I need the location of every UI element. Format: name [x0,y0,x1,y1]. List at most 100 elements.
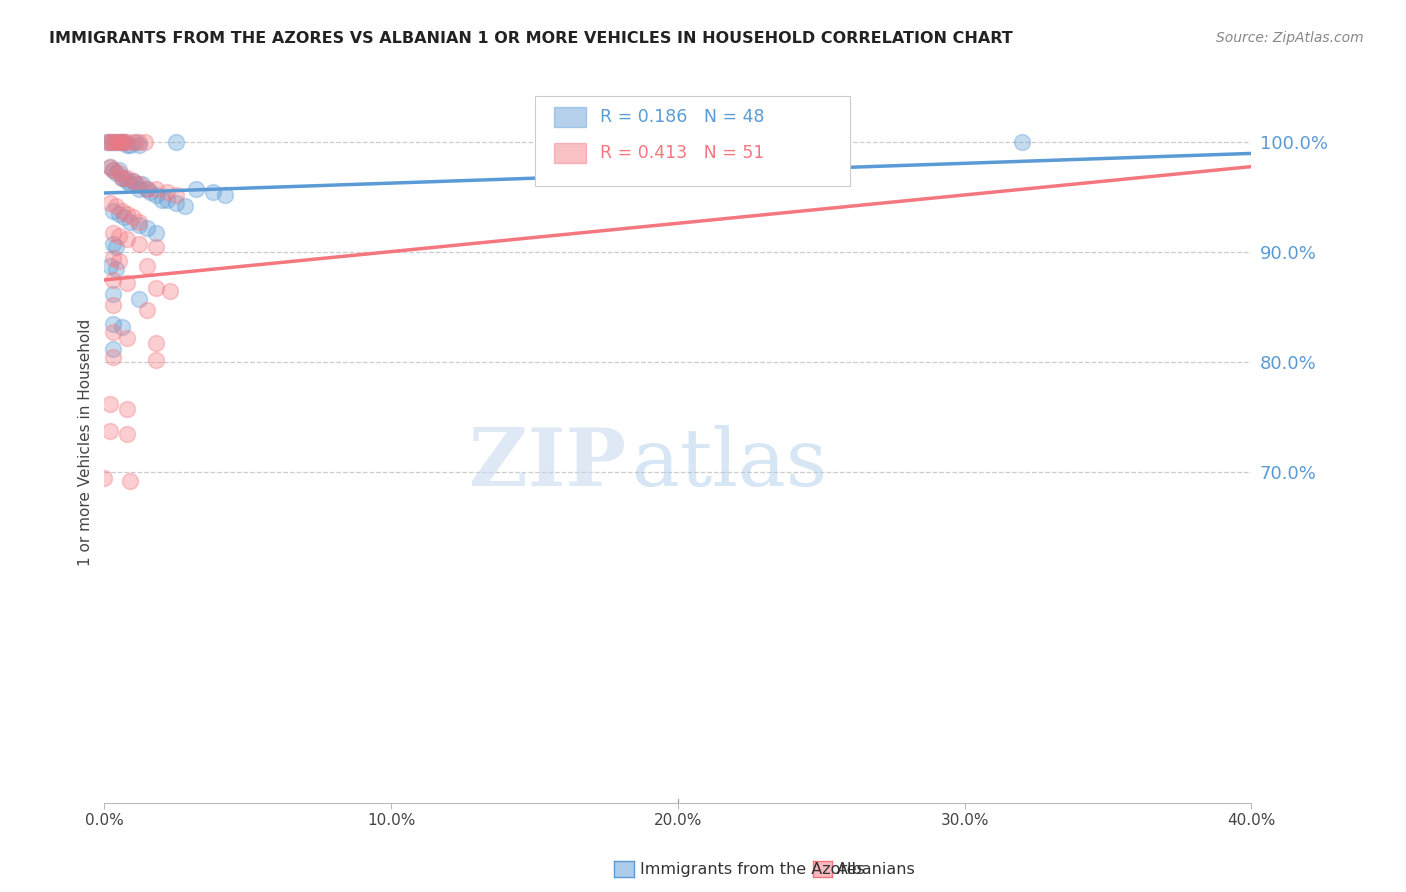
Point [134,136,156,150]
Point [165,136,187,150]
Point [110,170,132,185]
Point [128,292,150,306]
Point [98,160,121,174]
Point [114,136,136,150]
Text: atlas: atlas [633,425,827,503]
Point [104,199,127,213]
Point [107,136,129,150]
Point [120,214,142,228]
Point [122,174,145,188]
Point [117,427,139,442]
Point [104,240,127,254]
Point [117,136,139,150]
Point [101,325,124,339]
Point [101,298,124,312]
Point [128,214,150,228]
Point [110,136,132,150]
Point [101,251,124,265]
Point [165,188,187,202]
Point [114,170,136,185]
Point [107,136,129,150]
Point [136,302,159,317]
Point [156,193,179,207]
Point [101,203,124,218]
Point [145,335,167,350]
Point [145,226,167,240]
Point [122,174,145,188]
Point [98,136,121,150]
Point [136,181,159,195]
Point [96,136,118,150]
Point [150,193,173,207]
Point [202,185,225,199]
Point [117,232,139,246]
Point [110,170,132,185]
Point [101,162,124,177]
Point [101,317,124,331]
Point [145,240,167,254]
Point [128,236,150,251]
Point [101,162,124,177]
Point [107,228,129,243]
Point [107,254,129,268]
Point [101,343,124,357]
Point [101,226,124,240]
Point [120,137,142,152]
Point [165,195,187,210]
Point [96,136,118,150]
Point [131,178,153,192]
Point [156,185,179,199]
Point [128,137,150,152]
Point [214,188,236,202]
Point [101,136,124,150]
Point [128,181,150,195]
Point [145,181,167,195]
Point [98,136,121,150]
Point [136,181,159,195]
Point [98,397,121,411]
Text: ZIP: ZIP [470,425,626,503]
Point [128,218,150,232]
Text: R = 0.413   N = 51: R = 0.413 N = 51 [600,145,765,162]
Text: R = 0.186   N = 48: R = 0.186 N = 48 [600,108,765,126]
Point [117,331,139,345]
Point [93,471,115,485]
FancyBboxPatch shape [554,143,586,163]
Point [101,273,124,287]
Point [139,185,162,199]
Point [145,280,167,294]
Point [145,188,167,202]
Point [107,166,129,180]
Point [107,162,129,177]
Point [104,136,127,150]
Point [104,261,127,276]
Point [117,207,139,221]
Text: Source: ZipAtlas.com: Source: ZipAtlas.com [1216,31,1364,45]
Point [145,353,167,368]
Point [110,320,132,334]
Point [120,475,142,489]
Point [98,424,121,438]
Point [128,136,150,150]
Point [117,401,139,416]
Point [125,178,148,192]
Text: Albanians: Albanians [837,863,915,877]
Point [117,170,139,185]
Point [101,136,124,150]
Point [136,259,159,273]
Point [117,174,139,188]
Point [136,221,159,235]
Point [101,287,124,301]
Point [98,195,121,210]
Point [122,211,145,225]
FancyBboxPatch shape [534,96,851,186]
Point [117,277,139,291]
Point [125,136,148,150]
Point [101,236,124,251]
Point [101,350,124,364]
Point [186,181,208,195]
Point [110,136,132,150]
Point [104,166,127,180]
Point [1011,136,1033,150]
Point [117,137,139,152]
